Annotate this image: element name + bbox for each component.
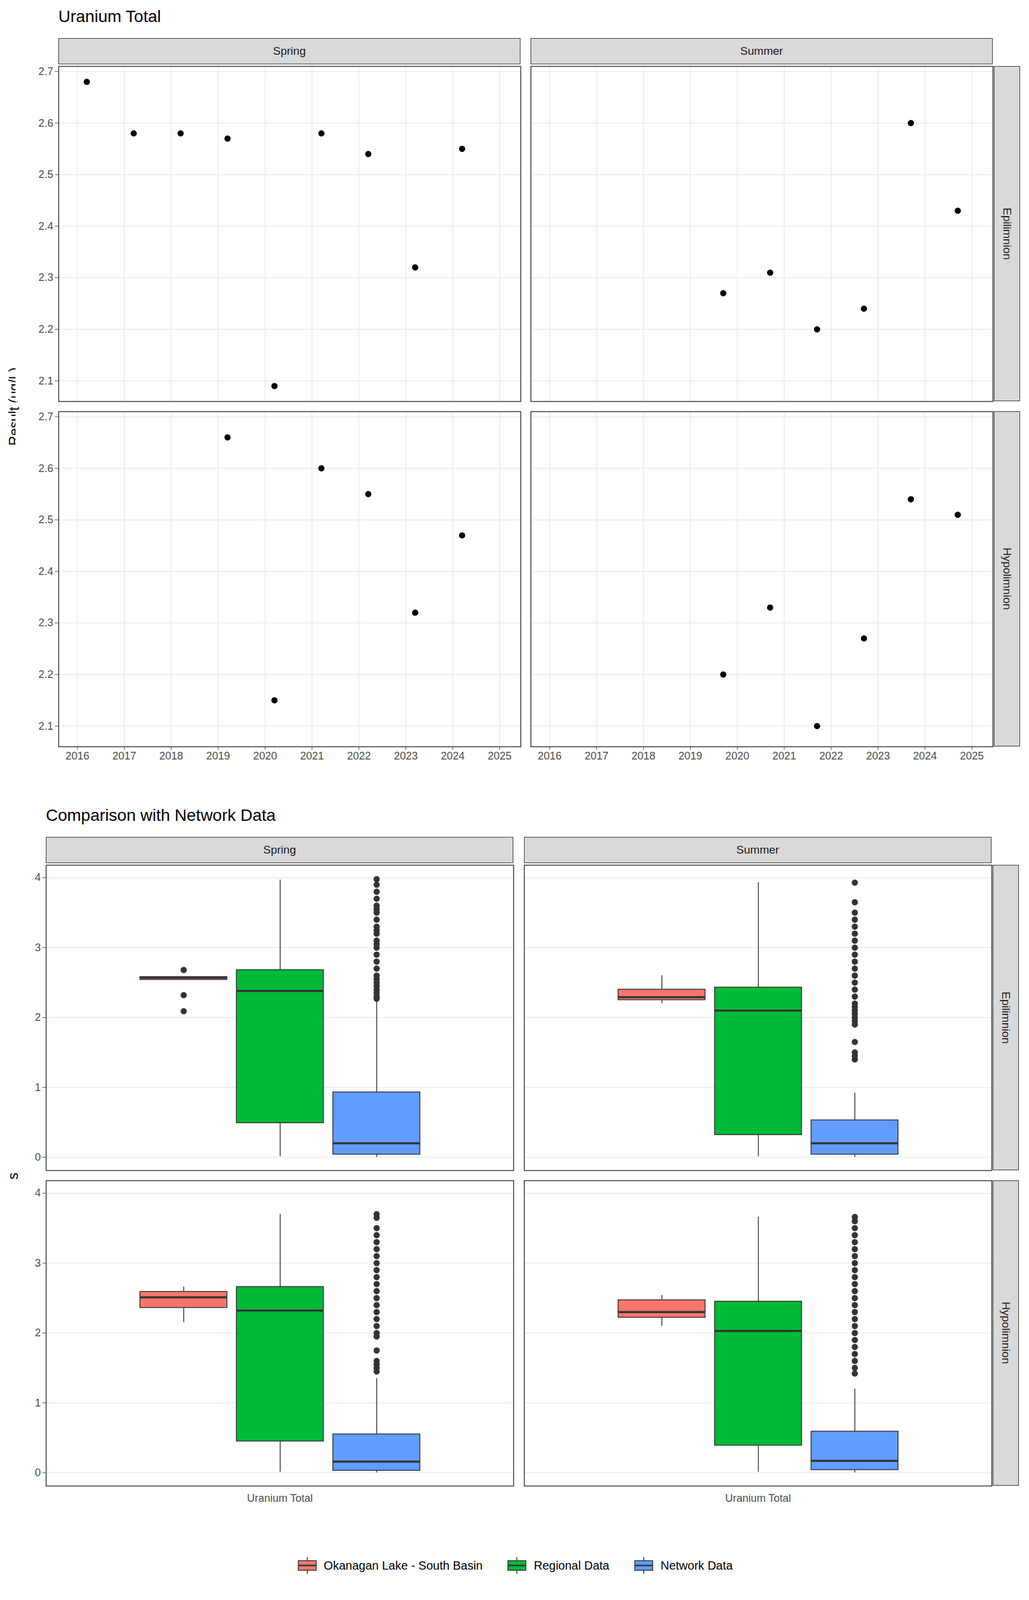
- html-text:Spring: Spring: [273, 44, 306, 58]
- svg-text:2.2: 2.2: [38, 668, 53, 681]
- svg-text:2020: 2020: [725, 750, 750, 763]
- html-text:Network Data: Network Data: [660, 1559, 733, 1573]
- svg-text:2023: 2023: [865, 750, 890, 763]
- svg-text:2.1: 2.1: [38, 720, 53, 733]
- svg-text:2021: 2021: [300, 750, 324, 763]
- html-text:Epilimnion: Epilimnion: [1001, 207, 1014, 260]
- svg-text:2025: 2025: [487, 750, 512, 763]
- svg-text:2.3: 2.3: [38, 271, 53, 284]
- svg-text:2018: 2018: [631, 750, 656, 763]
- svg-text:2.5: 2.5: [38, 168, 53, 181]
- svg-text:2.1: 2.1: [38, 375, 53, 388]
- svg-text:2025: 2025: [959, 750, 984, 763]
- svg-text:2.4: 2.4: [38, 565, 53, 578]
- svg-text:2: 2: [34, 1327, 41, 1340]
- html-text:Comparison with Network Data: Comparison with Network Data: [45, 806, 276, 825]
- html-text:Uranium Total: Uranium Total: [58, 7, 161, 26]
- svg-text:0: 0: [34, 1467, 41, 1480]
- svg-text:0: 0: [34, 1151, 41, 1164]
- html-text:Regional Data: Regional Data: [533, 1559, 610, 1573]
- html-text:Hypolimnion: Hypolimnion: [999, 1302, 1013, 1365]
- svg-text:2.2: 2.2: [38, 323, 53, 336]
- svg-text:Uranium Total: Uranium Total: [247, 1492, 314, 1505]
- svg-text:2.5: 2.5: [38, 513, 53, 526]
- svg-text:2.4: 2.4: [38, 220, 53, 233]
- svg-text:Uranium Total: Uranium Total: [725, 1492, 792, 1505]
- svg-text:2022: 2022: [819, 750, 844, 763]
- svg-text:2019: 2019: [206, 750, 230, 763]
- svg-text:2024: 2024: [440, 750, 465, 763]
- svg-text:1: 1: [34, 1081, 41, 1094]
- svg-text:2022: 2022: [347, 750, 371, 763]
- svg-text:2020: 2020: [253, 750, 277, 763]
- svg-text:1: 1: [34, 1397, 41, 1410]
- html-text:Hypolimnion: Hypolimnion: [1001, 547, 1014, 611]
- html-text:Epilimnion: Epilimnion: [999, 991, 1013, 1045]
- html-text:Summer: Summer: [740, 44, 784, 58]
- html-text:Spring: Spring: [263, 843, 296, 857]
- svg-text:2.3: 2.3: [38, 616, 53, 629]
- svg-text:3: 3: [34, 1257, 41, 1270]
- svg-text:2018: 2018: [159, 750, 184, 763]
- svg-text:2019: 2019: [678, 750, 703, 763]
- svg-text:2.7: 2.7: [38, 65, 53, 78]
- svg-text:2: 2: [34, 1011, 41, 1024]
- svg-text:2017: 2017: [112, 750, 137, 763]
- svg-text:2017: 2017: [584, 750, 609, 763]
- svg-text:2.6: 2.6: [38, 462, 53, 475]
- svg-text:4: 4: [34, 871, 41, 884]
- svg-text:2021: 2021: [772, 750, 797, 763]
- svg-text:4: 4: [34, 1187, 41, 1200]
- html-text:Result (ug/L): Result (ug/L): [6, 367, 22, 446]
- svg-text:3: 3: [34, 942, 41, 954]
- html-text:Okanagan Lake - South Basin: Okanagan Lake - South Basin: [323, 1559, 483, 1573]
- svg-text:2016: 2016: [537, 750, 562, 763]
- svg-text:2023: 2023: [393, 750, 418, 763]
- svg-text:2.7: 2.7: [38, 410, 53, 423]
- html-text:Results (ug/L): Results (ug/L): [5, 1133, 21, 1219]
- svg-text:2024: 2024: [912, 750, 937, 763]
- html-text:Summer: Summer: [736, 843, 780, 857]
- svg-text:2.6: 2.6: [38, 117, 53, 130]
- svg-text:2016: 2016: [65, 750, 90, 763]
